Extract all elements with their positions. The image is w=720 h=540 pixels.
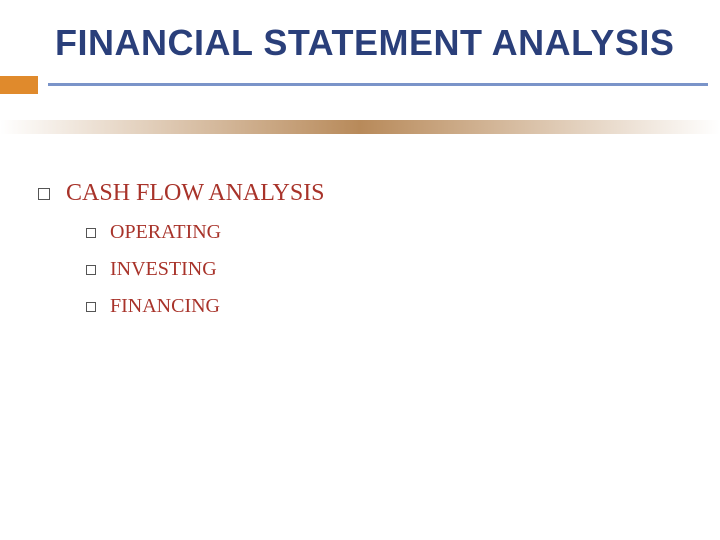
- content-area: CASH FLOW ANALYSIS OPERATING INVESTING F…: [38, 180, 325, 332]
- accent-block: [0, 76, 38, 94]
- bullet-square-icon: [86, 228, 96, 238]
- list-item-level2: OPERATING: [86, 221, 325, 244]
- level2-text: FINANCING: [110, 295, 220, 318]
- list-item-level2: INVESTING: [86, 258, 325, 281]
- level2-text: INVESTING: [110, 258, 217, 281]
- slide-title: FINANCIAL STATEMENT ANALYSIS: [55, 22, 674, 64]
- level2-text: OPERATING: [110, 221, 221, 244]
- bullet-square-icon: [86, 302, 96, 312]
- level1-text: CASH FLOW ANALYSIS: [66, 180, 325, 207]
- gradient-bar: [0, 120, 720, 134]
- bullet-square-icon: [86, 265, 96, 275]
- bullet-square-icon: [38, 188, 50, 200]
- list-item-level2: FINANCING: [86, 295, 325, 318]
- list-item-level1: CASH FLOW ANALYSIS: [38, 180, 325, 207]
- divider-line: [48, 83, 708, 86]
